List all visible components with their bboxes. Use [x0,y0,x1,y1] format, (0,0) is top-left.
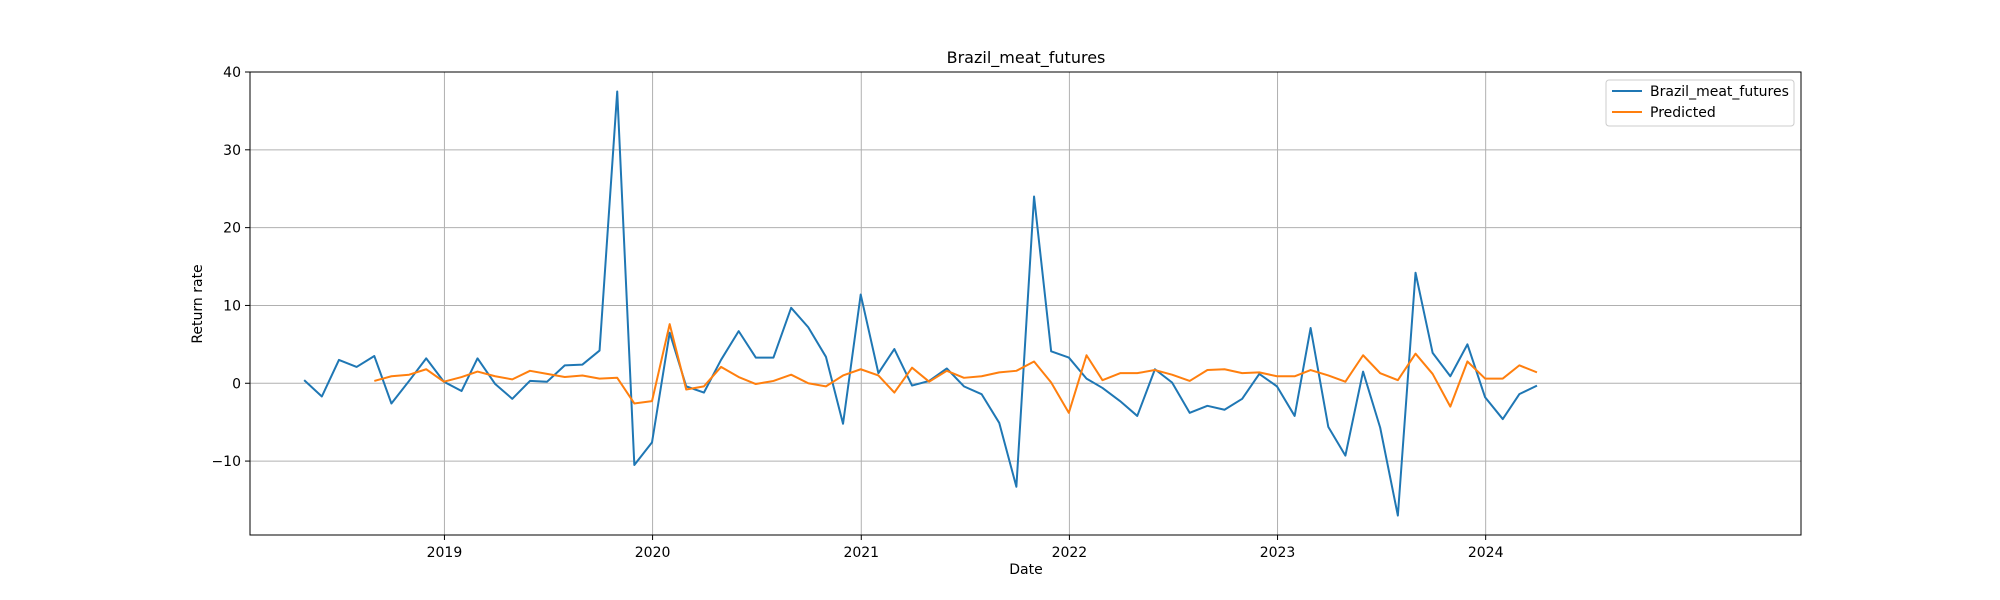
y-tick-label: −10 [211,454,241,470]
legend-label-predicted: Predicted [1650,105,1716,121]
y-tick-label: 40 [223,65,241,81]
y-tick-label: 0 [232,376,241,392]
grid-lines [250,71,1801,535]
x-tick-label: 2023 [1260,545,1296,561]
legend-box [1605,79,1795,127]
y-tick-label: 10 [223,298,241,314]
x-tick-label: 2021 [843,545,879,561]
x-tick-label: 2020 [635,545,671,561]
plot-frame [249,71,1802,536]
legend-label-brazil-meat-futures: Brazil_meat_futures [1650,84,1789,100]
series-line-brazil-meat-futures [303,90,1538,517]
series-line-predicted [374,323,1538,414]
y-axis-label: Return rate [190,264,206,343]
legend: Brazil_meat_futures Predicted [1605,79,1795,127]
chart-title: Brazil_meat_futures [947,48,1106,68]
x-tick-label: 2024 [1468,545,1504,561]
x-tick-label: 2019 [427,545,463,561]
y-tick-label: 30 [223,143,241,159]
y-tick-label: 20 [223,221,241,237]
x-tick-label: 2022 [1052,545,1088,561]
x-axis-label: Date [1009,562,1042,578]
axis-ticks: 2019 2020 2021 2022 2023 2024 −10 0 10 20 30 40 [211,65,1503,561]
series-layer [303,90,1538,517]
